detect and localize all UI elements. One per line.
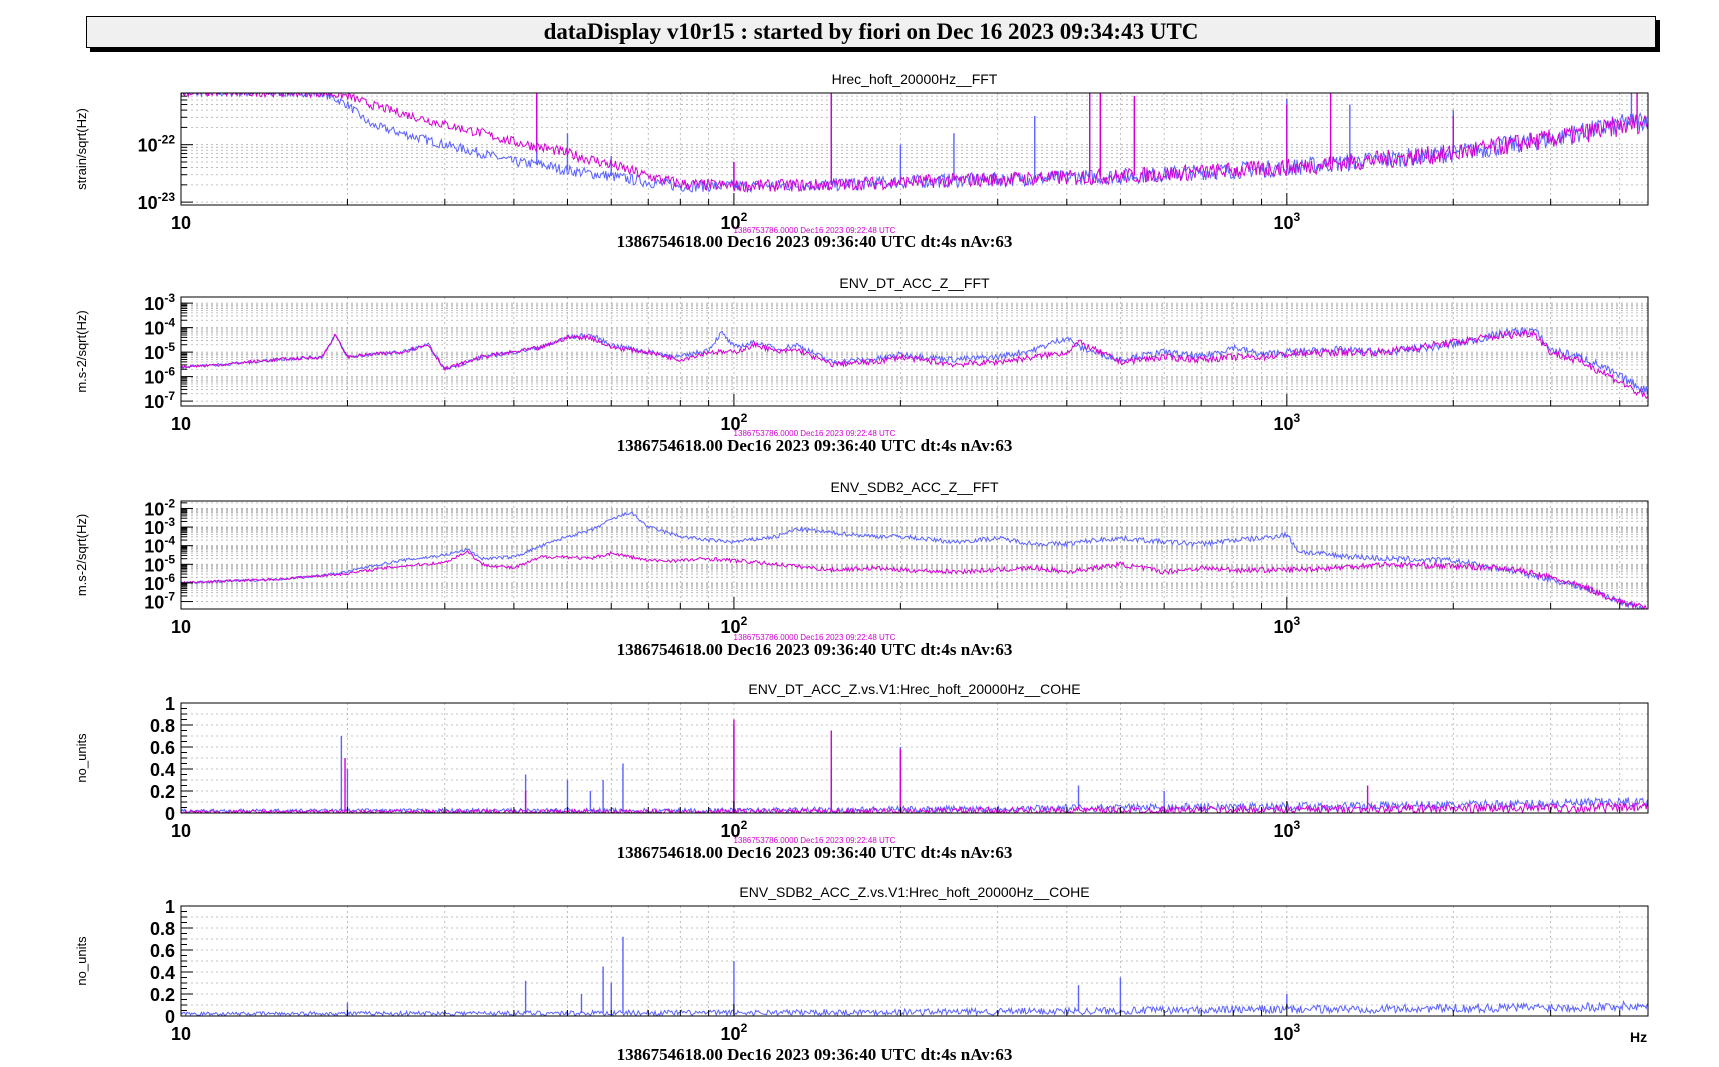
plot-panel-2: 10-310-410-510-610-710 102 103 ENV_DT_ACC_Z… xyxy=(74,275,1649,455)
grid-lines xyxy=(181,702,1648,813)
y-tick-label: 1 xyxy=(165,694,175,714)
x-tick-label: 103 xyxy=(1273,614,1300,637)
y-tick-label: 0.6 xyxy=(150,738,175,758)
plot-title: ENV_DT_ACC_Z.vs.V1:Hrec_hoft_20000Hz__CO… xyxy=(748,681,1080,697)
y-axis-label: no_units xyxy=(74,936,89,986)
series-line-current xyxy=(181,511,1645,609)
x-axis: 10 102 103 xyxy=(171,193,1621,233)
plot-frame xyxy=(180,296,1649,407)
y-tick-label: 10-2 xyxy=(144,496,175,519)
y-tick-label: 0 xyxy=(165,1007,175,1027)
y-tick-label: 10-6 xyxy=(144,365,175,388)
series-line-current xyxy=(181,93,1648,194)
y-tick-label: 10-3 xyxy=(144,515,175,538)
y-tick-label: 0.4 xyxy=(150,963,175,983)
y-tick-label: 0.8 xyxy=(150,919,175,939)
reference-timestamp: 1386753786.0000 Dec16 2023 09:22:48 UTC xyxy=(734,429,896,438)
y-tick-label: 10-7 xyxy=(144,590,175,613)
plot-title: ENV_SDB2_ACC_Z__FFT xyxy=(830,479,999,495)
display-title-banner: dataDisplay v10r15 : started by fiori on… xyxy=(86,16,1656,48)
grid-lines xyxy=(181,501,1648,609)
series-line-reference xyxy=(181,550,1648,609)
plot-footer: 1386754618.00 Dec16 2023 09:36:40 UTC dt… xyxy=(617,1045,1013,1064)
reference-timestamp: 1386753786.0000 Dec16 2023 09:22:48 UTC xyxy=(734,836,896,845)
y-axis: 10-310-410-510-610-7 xyxy=(144,291,193,412)
plot-title: ENV_SDB2_ACC_Z.vs.V1:Hrec_hoft_20000Hz__… xyxy=(739,884,1089,900)
y-tick-label: 10-4 xyxy=(144,316,175,339)
grid-lines xyxy=(181,297,1648,406)
y-axis: 10-22 10-23 xyxy=(138,95,193,213)
x-axis-unit: Hz xyxy=(1630,1029,1647,1045)
y-tick-label: 10-23 xyxy=(138,190,176,213)
series-line-reference xyxy=(181,328,1648,400)
x-tick-label: 102 xyxy=(721,614,748,637)
plot-panel-3: 10-210-310-410-510-610-7 10 102 103 ENV_SDB2… xyxy=(74,479,1649,659)
reference-timestamp: 1386753786.0000 Dec16 2023 09:22:48 UTC xyxy=(734,633,896,642)
series-group xyxy=(181,719,1648,813)
x-tick-label: 102 xyxy=(721,411,748,434)
y-tick-label: 10-5 xyxy=(144,552,175,575)
series-line-reference xyxy=(181,801,1648,813)
y-tick-label: 0.2 xyxy=(150,782,175,802)
x-axis: 10 102 103 xyxy=(171,801,1621,841)
x-axis: 10 102 103 xyxy=(171,394,1621,434)
plot-title: Hrec_hoft_20000Hz__FFT xyxy=(832,71,998,87)
y-tick-label: 10-3 xyxy=(144,291,175,314)
x-tick-label: 103 xyxy=(1273,1021,1300,1044)
plot-footer: 1386754618.00 Dec16 2023 09:36:40 UTC dt… xyxy=(617,436,1013,455)
x-tick-label: 10 xyxy=(171,414,191,434)
y-axis-label: strain/sqrt(Hz) xyxy=(74,108,89,190)
x-tick-label: 103 xyxy=(1273,818,1300,841)
plot-title: ENV_DT_ACC_Z__FFT xyxy=(839,275,990,291)
x-tick-label: 10 xyxy=(171,617,191,637)
series-group xyxy=(181,326,1648,400)
series-group xyxy=(181,93,1648,194)
y-axis-label: no_units xyxy=(74,733,89,783)
series-group xyxy=(181,511,1648,609)
x-tick-label: 103 xyxy=(1273,210,1300,233)
y-tick-label: 10-22 xyxy=(138,133,176,156)
x-tick-label: 10 xyxy=(171,213,191,233)
y-axis-label: m.s-2/sqrt(Hz) xyxy=(74,310,89,392)
y-tick-label: 10-6 xyxy=(144,571,175,594)
x-axis: 10 102 103 xyxy=(171,1004,1621,1044)
x-tick-label: 10 xyxy=(171,821,191,841)
y-tick-label: 1 xyxy=(165,897,175,917)
reference-timestamp: 1386753786.0000 Dec16 2023 09:22:48 UTC xyxy=(734,226,896,235)
y-tick-label: 10-5 xyxy=(144,340,175,363)
y-axis: 10-210-310-410-510-610-7 xyxy=(144,496,193,613)
y-tick-label: 0.8 xyxy=(150,716,175,736)
series-line-reference xyxy=(181,93,1648,193)
y-tick-label: 0 xyxy=(165,804,175,824)
y-axis: 10.80.60.40.20 xyxy=(150,897,193,1027)
grid-lines xyxy=(181,905,1648,1016)
x-tick-label: 102 xyxy=(721,1021,748,1044)
plot-footer: 1386754618.00 Dec16 2023 09:36:40 UTC dt… xyxy=(617,843,1013,862)
x-tick-label: 10 xyxy=(171,1024,191,1044)
series-group xyxy=(181,936,1648,1016)
series-line-current xyxy=(181,1000,1648,1016)
y-tick-label: 10-4 xyxy=(144,534,175,557)
x-axis: 10 102 103 xyxy=(171,597,1621,637)
y-axis-label: m.s-2/sqrt(Hz) xyxy=(74,514,89,596)
y-tick-label: 0.4 xyxy=(150,760,175,780)
plot-footer: 1386754618.00 Dec16 2023 09:36:40 UTC dt… xyxy=(617,232,1013,251)
series-line-current xyxy=(181,326,1648,395)
display-title: dataDisplay v10r15 : started by fiori on… xyxy=(543,19,1199,44)
y-tick-label: 0.6 xyxy=(150,941,175,961)
x-tick-label: 103 xyxy=(1273,411,1300,434)
y-tick-label: 10-7 xyxy=(144,389,175,412)
plot-frame xyxy=(180,92,1649,206)
plot-footer: 1386754618.00 Dec16 2023 09:36:40 UTC dt… xyxy=(617,640,1013,659)
x-tick-label: 102 xyxy=(721,210,748,233)
y-tick-label: 0.2 xyxy=(150,985,175,1005)
x-tick-label: 102 xyxy=(721,818,748,841)
y-axis: 10.80.60.40.20 xyxy=(150,694,193,824)
